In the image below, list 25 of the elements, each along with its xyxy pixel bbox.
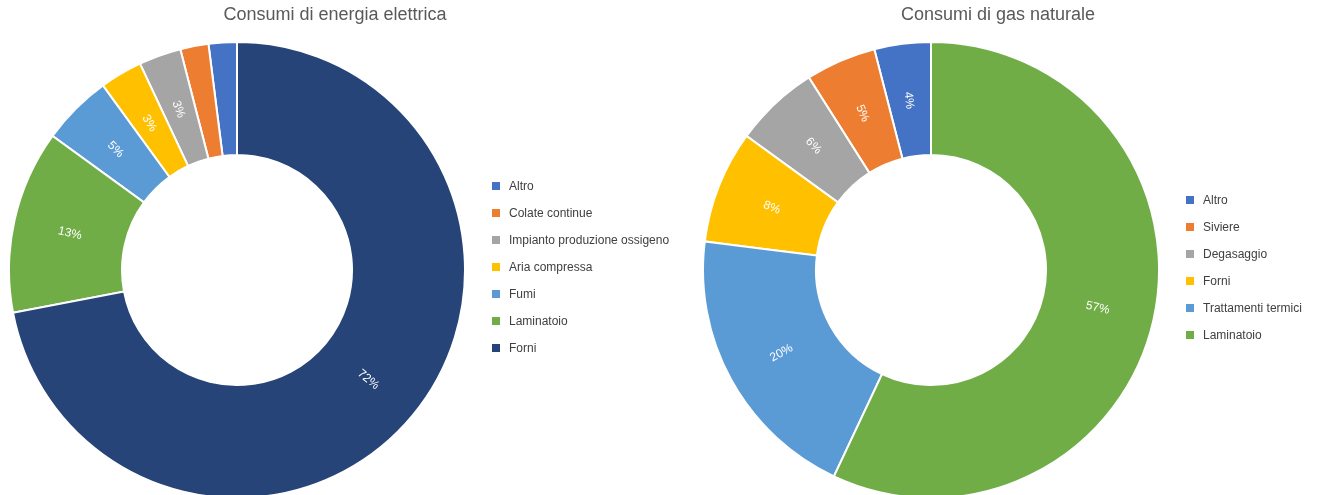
legend-label: Impianto produzione ossigeno (509, 233, 670, 247)
data-label: 4% (901, 90, 918, 111)
data-label: 5% (853, 102, 874, 125)
legend-label: Siviere (1203, 220, 1241, 234)
legend-label: Laminatoio (1203, 328, 1263, 342)
data-label: 20% (767, 340, 796, 365)
legend-label: Altro (509, 179, 534, 193)
data-label: 5% (105, 138, 128, 161)
data-label: 3% (169, 98, 189, 120)
legend-label: Forni (509, 341, 537, 355)
data-label: 6% (802, 134, 826, 157)
legend-label: Altro (1203, 193, 1228, 207)
data-label: 3% (139, 111, 161, 135)
chart-title: Consumi di gas naturale (900, 4, 1096, 24)
legend-label: Laminatoio (509, 314, 569, 328)
legend-label: Trattamenti termici (1203, 301, 1302, 315)
data-label: 13% (56, 223, 84, 243)
legend-label: Aria compressa (509, 260, 593, 274)
legend-label: Degasaggio (1203, 247, 1268, 261)
legend-label: Colate continue (509, 206, 593, 220)
data-label: 8% (761, 197, 783, 217)
data-label: 57% (1084, 297, 1112, 317)
legend-label: Fumi (509, 287, 536, 301)
legend-label: Forni (1203, 274, 1231, 288)
chart-title: Consumi di energia elettrica (223, 4, 448, 24)
